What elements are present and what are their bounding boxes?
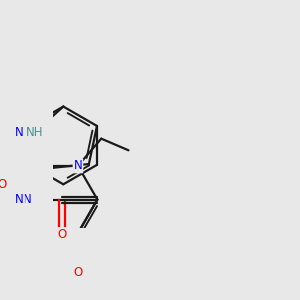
Text: N: N (74, 159, 82, 172)
Text: N: N (23, 193, 32, 206)
Text: O: O (73, 266, 83, 279)
Text: N: N (15, 126, 24, 139)
Text: O: O (0, 178, 7, 191)
Text: NH: NH (26, 126, 43, 139)
Text: O: O (58, 228, 67, 241)
Text: N: N (15, 193, 24, 206)
